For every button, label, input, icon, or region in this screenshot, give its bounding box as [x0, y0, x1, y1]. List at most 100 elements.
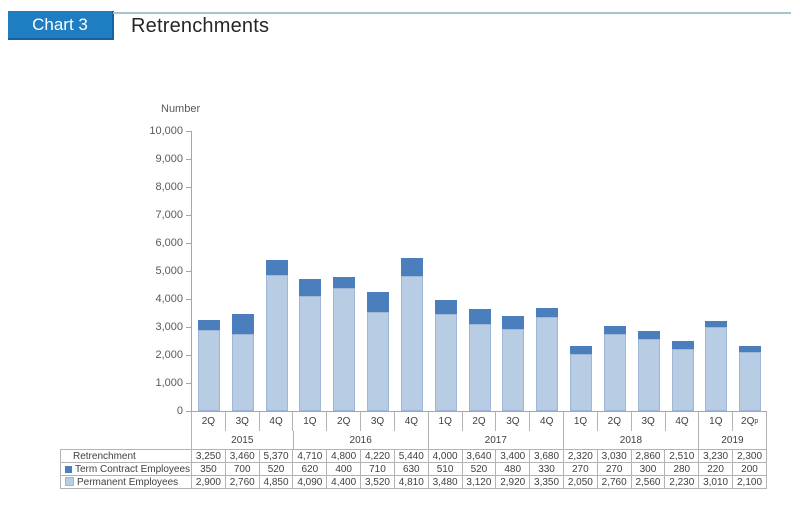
- bar-stack: [739, 346, 762, 411]
- term-contract-segment: [333, 277, 356, 288]
- y-tick-label: 9,000: [155, 152, 183, 165]
- permanent-segment: [333, 288, 356, 411]
- table-value-cell: 3,680: [529, 449, 564, 463]
- table-value-cell: 4,400: [326, 475, 362, 489]
- table-value-cell: 3,460: [224, 449, 260, 463]
- table-value-cell: 3,250: [191, 449, 226, 463]
- bar-stack: [536, 308, 559, 411]
- permanent-segment: [265, 275, 288, 411]
- table-value-cell: 4,710: [292, 449, 328, 463]
- term-contract-segment: [231, 314, 254, 334]
- table-value-cell: 3,350: [529, 475, 564, 489]
- y-tick-mark: [186, 355, 191, 356]
- table-row: Permanent Employees 2,900 2,760 4,850 4,090 4…: [60, 475, 767, 489]
- bar-stack: [434, 300, 457, 411]
- table-value-cell: 2,050: [562, 475, 598, 489]
- table-value-cell: 3,010: [698, 475, 733, 489]
- y-tick-mark: [186, 187, 191, 188]
- quarter-label-cell: 1Q: [564, 412, 598, 431]
- row-label: Retrenchment: [60, 449, 192, 463]
- table-value-cell: 2,100: [732, 475, 767, 489]
- bar-stack: [705, 321, 728, 411]
- bar-stack: [299, 279, 322, 411]
- y-axis: 0 1,000 2,000 3,000 4,000 5,000 6,000 7,000 8,00…: [120, 0, 183, 513]
- permanent-segment: [637, 339, 660, 411]
- bar-column: [293, 131, 327, 411]
- y-tick-mark: [186, 327, 191, 328]
- year-label-cell: 2015: [192, 431, 294, 449]
- table-value-cell: 3,400: [495, 449, 531, 463]
- table-value-cell: 3,120: [461, 475, 497, 489]
- bar-column: [666, 131, 700, 411]
- table-value-cell: 3,480: [427, 475, 463, 489]
- bar-column: [699, 131, 733, 411]
- year-label-cell: 2017: [429, 431, 564, 449]
- permanent-segment: [671, 349, 694, 411]
- y-tick-mark: [186, 411, 191, 412]
- quarter-label-cell: 1Q: [699, 412, 734, 431]
- term-contract-legend-swatch: [65, 465, 72, 473]
- bar-stack: [671, 341, 694, 411]
- quarter-label-cell: 2Q: [463, 412, 497, 431]
- y-axis-title: Number: [161, 103, 201, 115]
- quarter-label-cell: 1Q: [293, 412, 328, 431]
- year-label-cell: 2016: [294, 431, 429, 449]
- row-label-text: Permanent Employees: [77, 476, 179, 488]
- table-value-cell: 630: [393, 462, 429, 476]
- y-tick-label: 0: [176, 404, 183, 417]
- term-contract-segment: [400, 258, 423, 276]
- y-tick-label: 6,000: [155, 236, 183, 249]
- quarter-label-cell: 4Q: [666, 412, 700, 431]
- bar-column: [260, 131, 294, 411]
- header-rule: [113, 12, 791, 14]
- x-axis-quarter-labels: 2Q 3Q 4Q 1Q 2Q 3Q 4Q 1Q 2Q 3Q 4Q 1Q 2Q 3Q 4Q 1Q 2Q p: [191, 412, 768, 431]
- term-contract-segment: [197, 320, 220, 330]
- y-tick-mark: [186, 271, 191, 272]
- data-table: Retrenchment 3,250 3,460 5,370 4,710 4,800 4,2…: [60, 449, 767, 489]
- permanent-segment: [502, 329, 525, 411]
- table-value-cell: 4,000: [427, 449, 463, 463]
- term-contract-segment: [502, 316, 525, 329]
- plot-area: [191, 131, 767, 412]
- table-value-cell: 220: [698, 462, 733, 476]
- permanent-legend-swatch: [65, 476, 74, 486]
- permanent-segment: [299, 296, 322, 411]
- table-value-cell: 3,520: [360, 475, 395, 489]
- year-label-cell: 2018: [564, 431, 699, 449]
- permanent-segment: [468, 324, 491, 411]
- term-contract-segment: [671, 341, 694, 349]
- bar-stack: [637, 331, 660, 411]
- table-value-cell: 5,440: [393, 449, 429, 463]
- y-tick-label: 7,000: [155, 208, 183, 221]
- bar-stack: [197, 320, 220, 411]
- table-value-cell: 350: [191, 462, 226, 476]
- y-tick-label: 3,000: [155, 320, 183, 333]
- table-row: Retrenchment 3,250 3,460 5,370 4,710 4,800 4,2…: [60, 449, 767, 463]
- bar-column: [226, 131, 260, 411]
- table-row: Term Contract Employees 350 700 520 620 400 71…: [60, 462, 767, 476]
- permanent-segment: [231, 334, 254, 411]
- quarter-label-cell: 2Q: [598, 412, 632, 431]
- y-tick-label: 8,000: [155, 180, 183, 193]
- term-contract-segment: [536, 308, 559, 317]
- bar-column: [429, 131, 463, 411]
- term-contract-segment: [739, 346, 762, 352]
- quarter-label-cell: 2Q: [327, 412, 362, 431]
- table-value-cell: 2,560: [630, 475, 666, 489]
- table-value-cell: 520: [461, 462, 497, 476]
- permanent-segment: [197, 330, 220, 411]
- bar-stack: [400, 258, 423, 411]
- y-tick-mark: [186, 299, 191, 300]
- table-value-cell: 2,760: [596, 475, 632, 489]
- table-value-cell: 620: [292, 462, 328, 476]
- table-value-cell: 2,320: [562, 449, 598, 463]
- bar-column: [530, 131, 564, 411]
- y-tick-label: 2,000: [155, 348, 183, 361]
- permanent-segment: [536, 317, 559, 411]
- bar-column: [327, 131, 361, 411]
- term-contract-segment: [570, 346, 593, 354]
- bar-stack: [265, 260, 288, 411]
- term-contract-segment: [299, 279, 322, 296]
- permanent-segment: [570, 354, 593, 411]
